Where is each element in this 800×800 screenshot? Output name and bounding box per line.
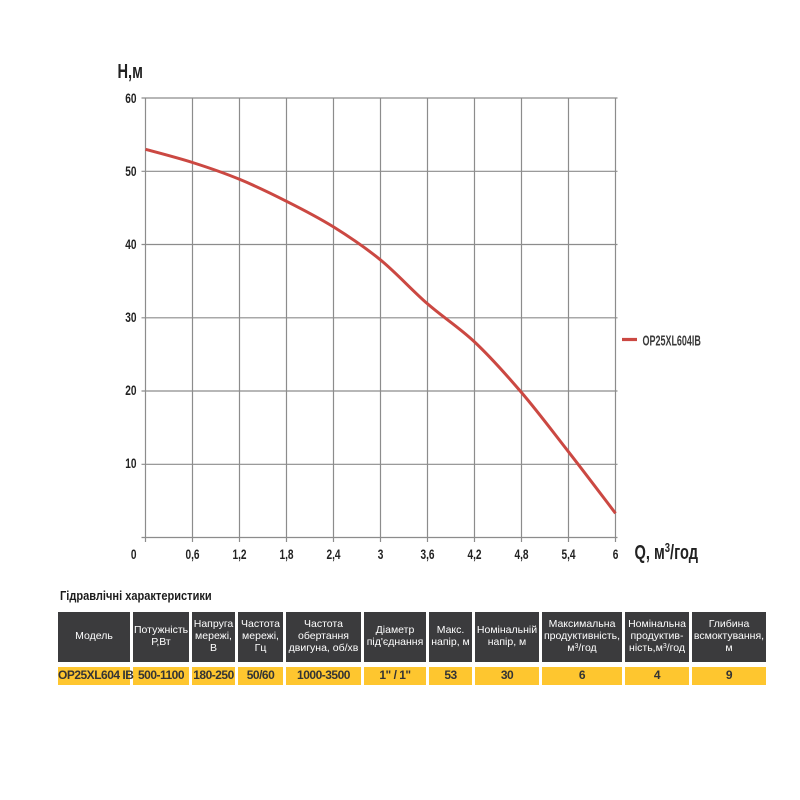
svg-text:0: 0: [131, 547, 137, 563]
svg-text:3,6: 3,6: [420, 547, 434, 563]
svg-text:6: 6: [613, 547, 619, 563]
svg-text:10: 10: [125, 456, 137, 472]
svg-text:50: 50: [125, 164, 137, 180]
svg-text:0,6: 0,6: [185, 547, 199, 563]
svg-text:Q, м3/год: Q, м3/год: [635, 541, 698, 564]
svg-text:20: 20: [125, 383, 137, 399]
svg-text:1,8: 1,8: [279, 547, 293, 563]
svg-text:OP25XL604IB: OP25XL604IB: [643, 332, 702, 349]
svg-text:1,2: 1,2: [232, 547, 246, 563]
svg-text:5,4: 5,4: [561, 547, 575, 563]
svg-text:2,4: 2,4: [326, 547, 340, 563]
svg-text:4,2: 4,2: [467, 547, 481, 563]
svg-text:30: 30: [125, 310, 137, 326]
svg-text:4,8: 4,8: [514, 547, 528, 563]
svg-text:3: 3: [378, 547, 384, 563]
svg-text:60: 60: [125, 91, 137, 107]
svg-text:H,м: H,м: [118, 60, 143, 83]
svg-text:40: 40: [125, 237, 137, 253]
